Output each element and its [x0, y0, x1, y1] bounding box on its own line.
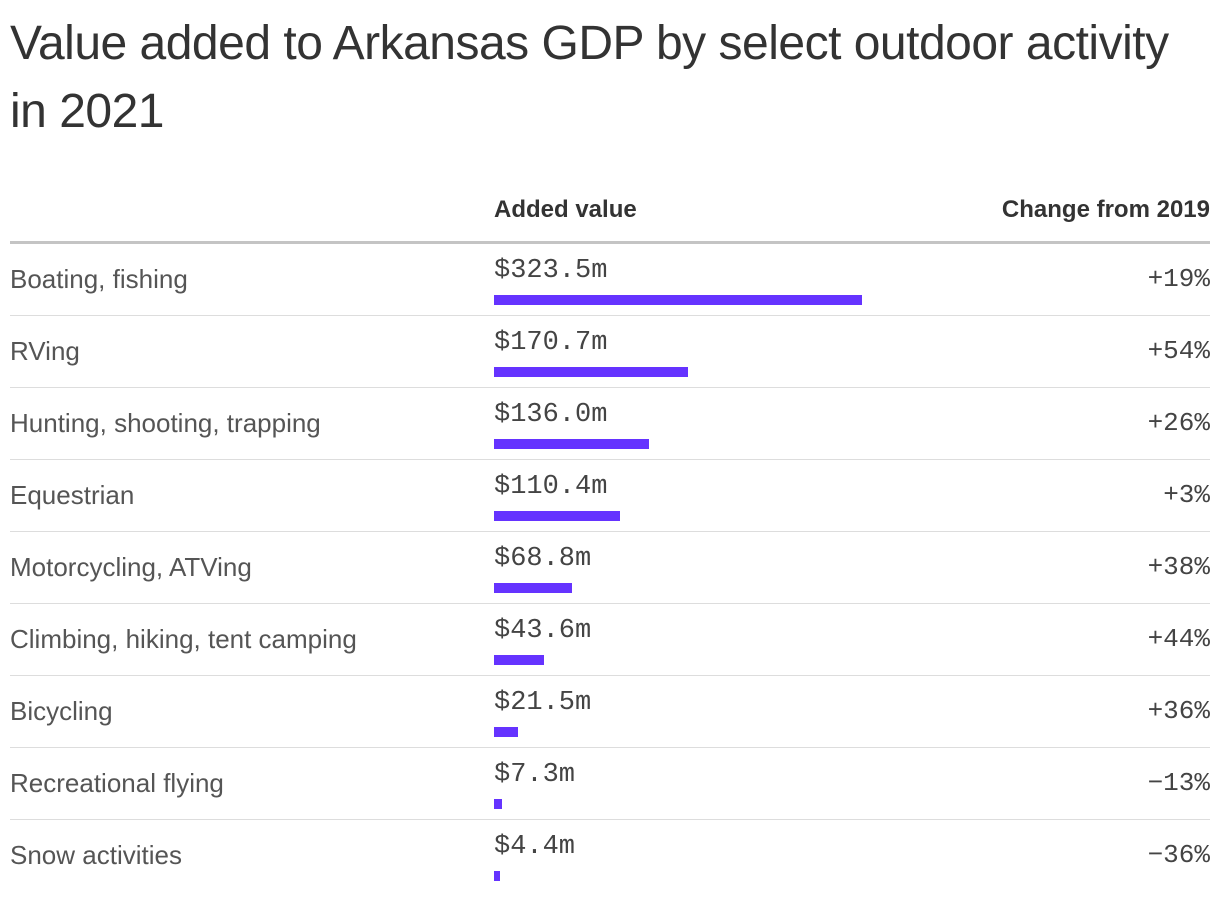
change-label: +44%	[1147, 624, 1210, 654]
table-row: Hunting, shooting, trapping $136.0m +26%	[10, 388, 1210, 460]
value-label: $7.3m	[494, 760, 576, 790]
change-label: +54%	[1147, 336, 1210, 366]
value-label: $170.7m	[494, 328, 608, 358]
table-header: Added value Change from 2019	[10, 190, 1210, 244]
data-table: Added value Change from 2019 Boating, fi…	[10, 190, 1210, 892]
change-label: +3%	[1163, 480, 1210, 510]
change-label: −13%	[1147, 768, 1210, 798]
value-bar	[494, 871, 500, 881]
change-label: +38%	[1147, 552, 1210, 582]
column-header-change: Change from 2019	[1001, 196, 1210, 223]
table-row: Recreational flying $7.3m −13%	[10, 748, 1210, 820]
category-label: Boating, fishing	[10, 264, 188, 294]
table-row: Climbing, hiking, tent camping $43.6m +44%	[10, 604, 1210, 676]
category-label: Snow activities	[10, 840, 182, 870]
table-row: Equestrian $110.4m +3%	[10, 460, 1210, 532]
column-header-added-value: Added value	[494, 196, 637, 223]
value-bar	[494, 511, 620, 521]
value-bar	[494, 367, 688, 377]
category-label: Hunting, shooting, trapping	[10, 408, 321, 438]
value-bar	[494, 799, 502, 809]
value-label: $4.4m	[494, 832, 576, 862]
category-label: Recreational flying	[10, 768, 224, 798]
table-row: Motorcycling, ATVing $68.8m +38%	[10, 532, 1210, 604]
category-label: Motorcycling, ATVing	[10, 552, 252, 582]
value-bar	[494, 583, 572, 593]
change-label: +26%	[1147, 408, 1210, 438]
value-label: $43.6m	[494, 616, 592, 646]
value-label: $21.5m	[494, 688, 592, 718]
category-label: Climbing, hiking, tent camping	[10, 624, 357, 654]
table-row: Snow activities $4.4m −36%	[10, 820, 1210, 892]
change-label: +19%	[1147, 264, 1210, 294]
value-bar	[494, 655, 544, 665]
table-row: RVing $170.7m +54%	[10, 316, 1210, 388]
category-label: Equestrian	[10, 480, 135, 510]
value-bar	[494, 727, 518, 737]
chart-title: Value added to Arkansas GDP by select ou…	[10, 17, 1169, 138]
table-body: Boating, fishing $323.5m +19% RVing $170.7m +…	[10, 244, 1210, 892]
value-label: $110.4m	[494, 472, 608, 502]
change-label: +36%	[1147, 696, 1210, 726]
table-row: Boating, fishing $323.5m +19%	[10, 244, 1210, 316]
value-bar	[494, 295, 862, 305]
value-label: $68.8m	[494, 544, 592, 574]
value-label: $136.0m	[494, 400, 608, 430]
value-bar	[494, 439, 649, 449]
category-label: Bicycling	[10, 696, 113, 726]
value-label: $323.5m	[494, 256, 608, 286]
table-row: Bicycling $21.5m +36%	[10, 676, 1210, 748]
category-label: RVing	[10, 336, 80, 366]
change-label: −36%	[1147, 840, 1210, 870]
